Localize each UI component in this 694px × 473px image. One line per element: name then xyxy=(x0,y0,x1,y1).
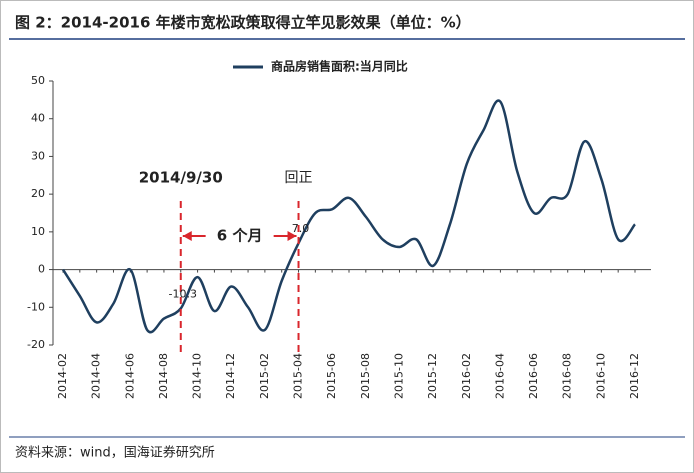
x-tick-label: 2015-12 xyxy=(426,353,439,399)
chart-title: 图 2：2014-2016 年楼市宽松政策取得立竿见影效果（单位：%） xyxy=(15,14,471,32)
value-label: -10.3 xyxy=(169,287,197,300)
y-tick-label: 10 xyxy=(31,225,45,238)
x-tick-label: 2016-06 xyxy=(527,353,540,399)
x-tick-label: 2014-10 xyxy=(191,353,204,399)
y-tick-label: 50 xyxy=(31,74,45,87)
y-tick-label: 20 xyxy=(31,187,45,200)
y-tick-label: -10 xyxy=(27,300,45,313)
annotation: 回正 xyxy=(285,170,313,186)
x-tick-label: 2014-12 xyxy=(224,353,237,399)
x-tick-label: 2016-10 xyxy=(594,353,607,399)
x-tick-label: 2016-04 xyxy=(493,353,506,399)
arrow-head xyxy=(287,231,297,241)
y-tick-label: 30 xyxy=(31,149,45,162)
x-tick-label: 2015-08 xyxy=(359,353,372,399)
value-label: 7.0 xyxy=(292,222,310,235)
x-tick-label: 2014-06 xyxy=(123,353,136,399)
x-tick-label: 2016-08 xyxy=(561,353,574,399)
x-tick-label: 2015-02 xyxy=(258,353,271,399)
x-tick-label: 2016-02 xyxy=(460,353,473,399)
legend-label: 商品房销售面积:当月同比 xyxy=(271,59,408,74)
x-tick-label: 2015-04 xyxy=(292,353,305,399)
y-tick-label: 40 xyxy=(31,112,45,125)
x-tick-label: 2014-04 xyxy=(90,353,103,399)
annotation: 6 个月 xyxy=(217,227,263,245)
x-tick-label: 2015-06 xyxy=(325,353,338,399)
x-tick-label: 2014-08 xyxy=(157,353,170,399)
source: 资料来源：wind，国海证券研究所 xyxy=(15,445,215,461)
arrow-head xyxy=(182,231,192,241)
x-tick-label: 2015-10 xyxy=(392,353,405,399)
series-line xyxy=(61,99,636,334)
x-tick-label: 2014-02 xyxy=(56,353,69,399)
y-tick-label: 0 xyxy=(38,263,45,276)
y-tick-label: -20 xyxy=(27,338,45,351)
annotation: 2014/9/30 xyxy=(139,169,223,187)
x-tick-label: 2016-12 xyxy=(628,353,641,399)
